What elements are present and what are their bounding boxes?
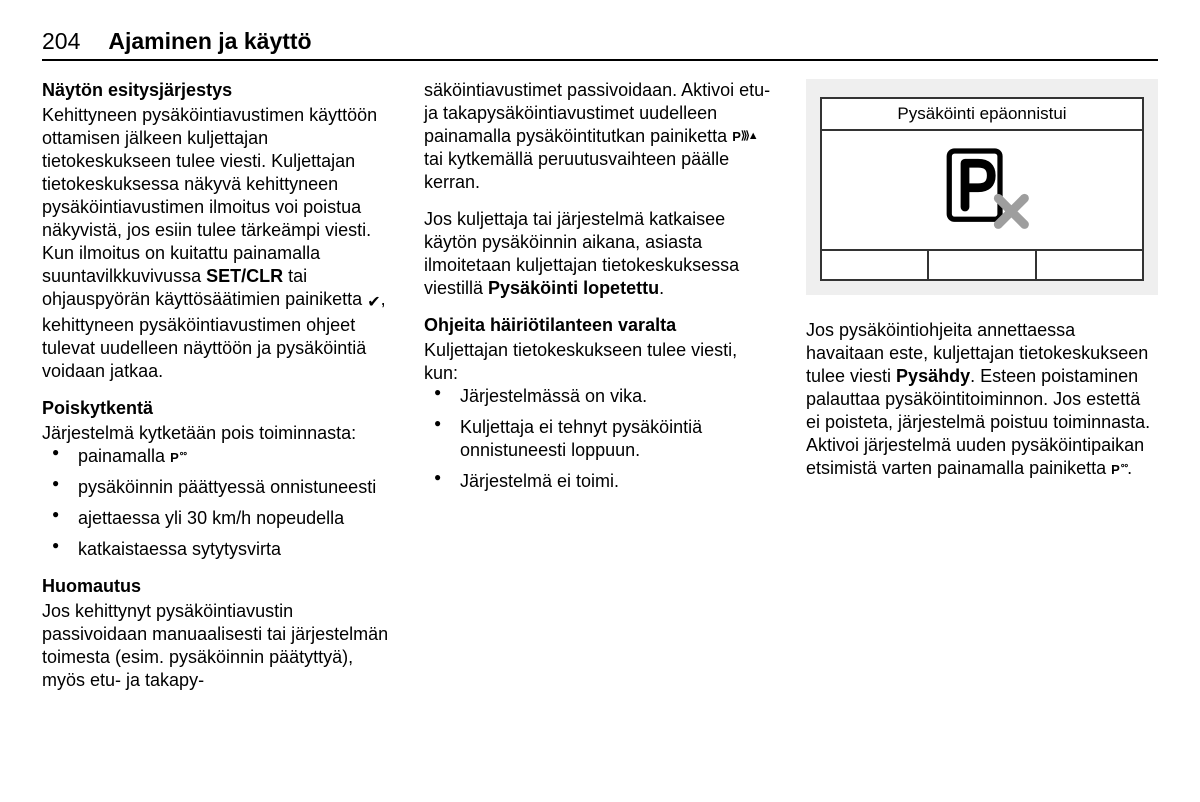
list-item: Kuljettaja ei tehnyt pysäköintiä onnistu… <box>434 416 776 462</box>
fault-list: Järjestelmässä on vika. Kuljettaja ei te… <box>424 385 776 493</box>
subhead-fault: Ohjeita häiriötilanteen varalta <box>424 314 776 337</box>
subhead-display-order: Näytön esitysjärjestys <box>42 79 394 102</box>
list-item: pysäköinnin päättyessä onnistuneesti <box>52 476 394 499</box>
para-continuation: säköintiavustimet passivoidaan. Aktivoi … <box>424 79 776 194</box>
check-icon <box>367 290 380 313</box>
panel-button-slot <box>1037 251 1142 279</box>
parking-button-icon: P <box>170 450 186 465</box>
para-deactivation: Järjestelmä kytketään pois toiminnasta: <box>42 422 394 445</box>
chapter-title: Ajaminen ja käyttö <box>108 28 311 55</box>
label-parking-stopped: Pysäköinti lopetettu <box>488 278 659 298</box>
list-item: painamalla P <box>52 445 394 468</box>
para-obstacle: Jos pysäköintiohjeita annettaessa havait… <box>806 319 1158 480</box>
content-columns: Näytön esitysjärjestys Kehittyneen pysäk… <box>42 79 1158 692</box>
text: säköintiavustimet passivoidaan. Aktivoi … <box>424 80 770 146</box>
note-heading: Huomautus <box>42 575 394 598</box>
parking-sensor-icon: P <box>732 129 756 144</box>
parking-failed-icon <box>930 142 1035 237</box>
column-1: Näytön esitysjärjestys Kehittyneen pysäk… <box>42 79 394 692</box>
text: Kehittyneen pysäköintiavustimen käyttöön… <box>42 105 377 286</box>
page-number: 204 <box>42 28 80 55</box>
panel-button-row <box>822 251 1142 279</box>
panel-button-slot <box>929 251 1036 279</box>
text: painamalla <box>78 446 170 466</box>
list-item: Järjestelmässä on vika. <box>434 385 776 408</box>
note-text: Jos kehittynyt pysäköintiavustin passivo… <box>42 600 394 692</box>
parking-button-icon: P <box>1111 462 1127 477</box>
list-item: katkaistaessa sytytysvirta <box>52 538 394 561</box>
panel-icon-area <box>822 131 1142 251</box>
column-3: Pysäköinti epäonnistui <box>806 79 1158 692</box>
para-stopped: Jos kuljettaja tai järjestelmä katkaisee… <box>424 208 776 300</box>
display-figure: Pysäköinti epäonnistui <box>806 79 1158 295</box>
list-item: Järjestelmä ei toimi. <box>434 470 776 493</box>
text: tai kytkemällä peruutusvaihteen päälle k… <box>424 149 729 192</box>
list-item: ajettaessa yli 30 km/h nopeudella <box>52 507 394 530</box>
para-fault-intro: Kuljettajan tietokeskukseen tulee viesti… <box>424 339 776 385</box>
display-panel: Pysäköinti epäonnistui <box>820 97 1144 281</box>
text: . <box>659 278 664 298</box>
text: . <box>1127 458 1132 478</box>
deactivation-list: painamalla P pysäköinnin päättyessä onni… <box>42 445 394 561</box>
panel-button-slot <box>822 251 929 279</box>
column-2: säköintiavustimet passivoidaan. Aktivoi … <box>424 79 776 692</box>
label-stop: Pysähdy <box>896 366 970 386</box>
label-set-clr: SET/CLR <box>206 266 283 286</box>
panel-title: Pysäköinti epäonnistui <box>822 99 1142 131</box>
page-header: 204 Ajaminen ja käyttö <box>42 28 1158 61</box>
para-display-order: Kehittyneen pysäköintiavustimen käyttöön… <box>42 104 394 383</box>
subhead-deactivation: Poiskytkentä <box>42 397 394 420</box>
